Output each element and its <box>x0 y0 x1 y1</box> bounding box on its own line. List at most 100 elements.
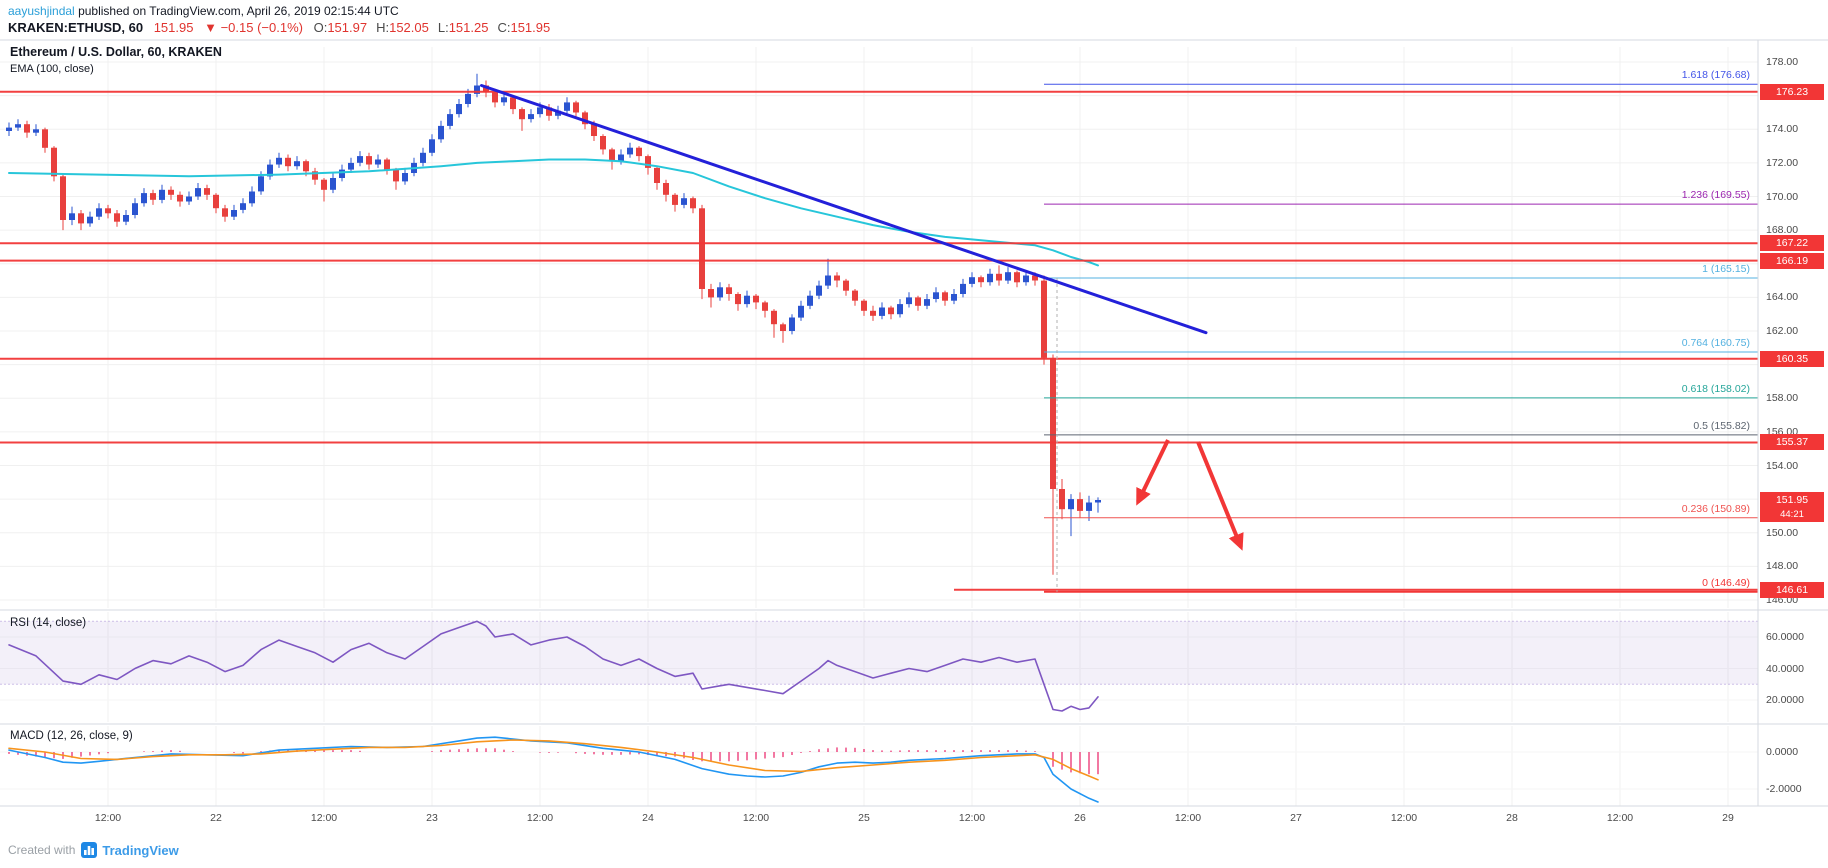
tradingview-wordmark[interactable]: TradingView <box>102 842 179 858</box>
candle-body <box>564 102 570 111</box>
candle-body <box>366 156 372 165</box>
candle-body <box>744 295 750 305</box>
macd-signal-line <box>8 739 1099 781</box>
candle-body <box>303 161 309 172</box>
rsi-band <box>0 621 1758 685</box>
last-price: 151.95 <box>153 20 194 35</box>
candle-body <box>690 198 696 209</box>
rsi-line <box>8 620 1099 712</box>
candle-body <box>654 167 660 183</box>
candle-body <box>321 179 327 190</box>
candle-body <box>816 285 822 296</box>
candle-body <box>456 104 462 115</box>
candle-body <box>168 189 174 195</box>
candle-body <box>195 188 201 197</box>
candle-body <box>420 152 426 163</box>
candle-body <box>546 107 552 116</box>
bearish-arrow[interactable] <box>1196 441 1244 551</box>
candle-body <box>573 102 579 113</box>
candle-body <box>591 124 597 136</box>
candle-body <box>222 208 228 217</box>
candle-body <box>1014 272 1020 283</box>
candle-body <box>1023 275 1029 283</box>
ohlc-pair: C:151.95 <box>497 20 551 35</box>
macd-line <box>8 736 1099 803</box>
candle-body <box>357 156 363 163</box>
candle-body <box>708 289 714 298</box>
candle-body <box>24 124 30 133</box>
candle-body <box>204 188 210 195</box>
candle-body <box>132 203 138 215</box>
candle-body <box>555 110 561 116</box>
candle-body <box>483 85 489 93</box>
candle-body <box>375 159 381 165</box>
footer: Created with TradingView <box>8 842 179 858</box>
candle-body <box>699 208 705 289</box>
candle-body <box>879 307 885 316</box>
byline: aayushjindal published on TradingView.co… <box>8 3 559 19</box>
candle-body <box>888 307 894 315</box>
candle-body <box>267 164 273 177</box>
candle-body <box>1050 357 1056 489</box>
candle-body <box>726 287 732 294</box>
candle-body <box>213 194 219 209</box>
rsi-indicator-label[interactable]: RSI (14, close) <box>10 617 87 629</box>
candle-body <box>393 169 399 182</box>
candle-body <box>78 213 84 224</box>
candle-body <box>492 92 498 103</box>
ohlc-values: O:151.97 H:152.05 L:151.25 C:151.95 <box>314 20 560 35</box>
candle-body <box>753 295 759 303</box>
candle-body <box>249 191 255 204</box>
candle-body <box>105 208 111 214</box>
candle-body <box>1077 499 1083 511</box>
candle-body <box>96 208 102 217</box>
candle-body <box>1041 280 1047 358</box>
candle-body <box>114 213 120 222</box>
candle-body <box>87 216 93 224</box>
ohlc-pair: O:151.97 <box>313 20 368 35</box>
candle-body <box>600 136 606 150</box>
candlestick-series <box>6 73 1101 575</box>
byline-text: published on TradingView.com, April 26, … <box>78 4 399 18</box>
candle-body <box>429 139 435 153</box>
ohlc-pair: H:152.05 <box>376 20 429 35</box>
candle-body <box>123 215 129 222</box>
candle-body <box>510 97 516 110</box>
symbol-title: KRAKEN:ETHUSD, 60 <box>8 20 144 35</box>
candle-body <box>276 157 282 165</box>
candle-body <box>33 129 39 133</box>
candle-body <box>1059 489 1065 510</box>
ema-indicator-label[interactable]: EMA (100, close) <box>10 63 94 75</box>
candle-body <box>312 171 318 180</box>
candle-body <box>933 292 939 299</box>
candle-body <box>177 194 183 202</box>
candle-body <box>915 297 921 306</box>
candle-body <box>951 294 957 301</box>
candle-body <box>447 114 453 126</box>
candle-body <box>861 300 867 311</box>
candle-body <box>384 159 390 170</box>
candle-body <box>735 294 741 305</box>
candle-body <box>960 283 966 294</box>
candle-body <box>186 196 192 202</box>
author-link[interactable]: aayushjindal <box>8 4 75 18</box>
candle-body <box>798 305 804 318</box>
price-change: ▼ −0.15 (−0.1%) <box>204 20 303 35</box>
candle-body <box>537 107 543 115</box>
bearish-arrow[interactable] <box>1136 439 1170 506</box>
candle-body <box>240 203 246 210</box>
candle-body <box>789 317 795 331</box>
candle-body <box>528 114 534 120</box>
downtrend-line[interactable] <box>480 84 1208 335</box>
candle-body <box>285 157 291 167</box>
symbol-line: KRAKEN:ETHUSD, 60 151.95 ▼ −0.15 (−0.1%)… <box>8 19 559 37</box>
candle-body <box>1068 499 1074 510</box>
candle-body <box>150 193 156 200</box>
candle-body <box>780 324 786 331</box>
candle-body <box>60 176 66 220</box>
candle-body <box>339 169 345 178</box>
tradingview-logo-icon[interactable] <box>81 842 98 858</box>
macd-indicator-label[interactable]: MACD (12, 26, close, 9) <box>10 730 133 742</box>
